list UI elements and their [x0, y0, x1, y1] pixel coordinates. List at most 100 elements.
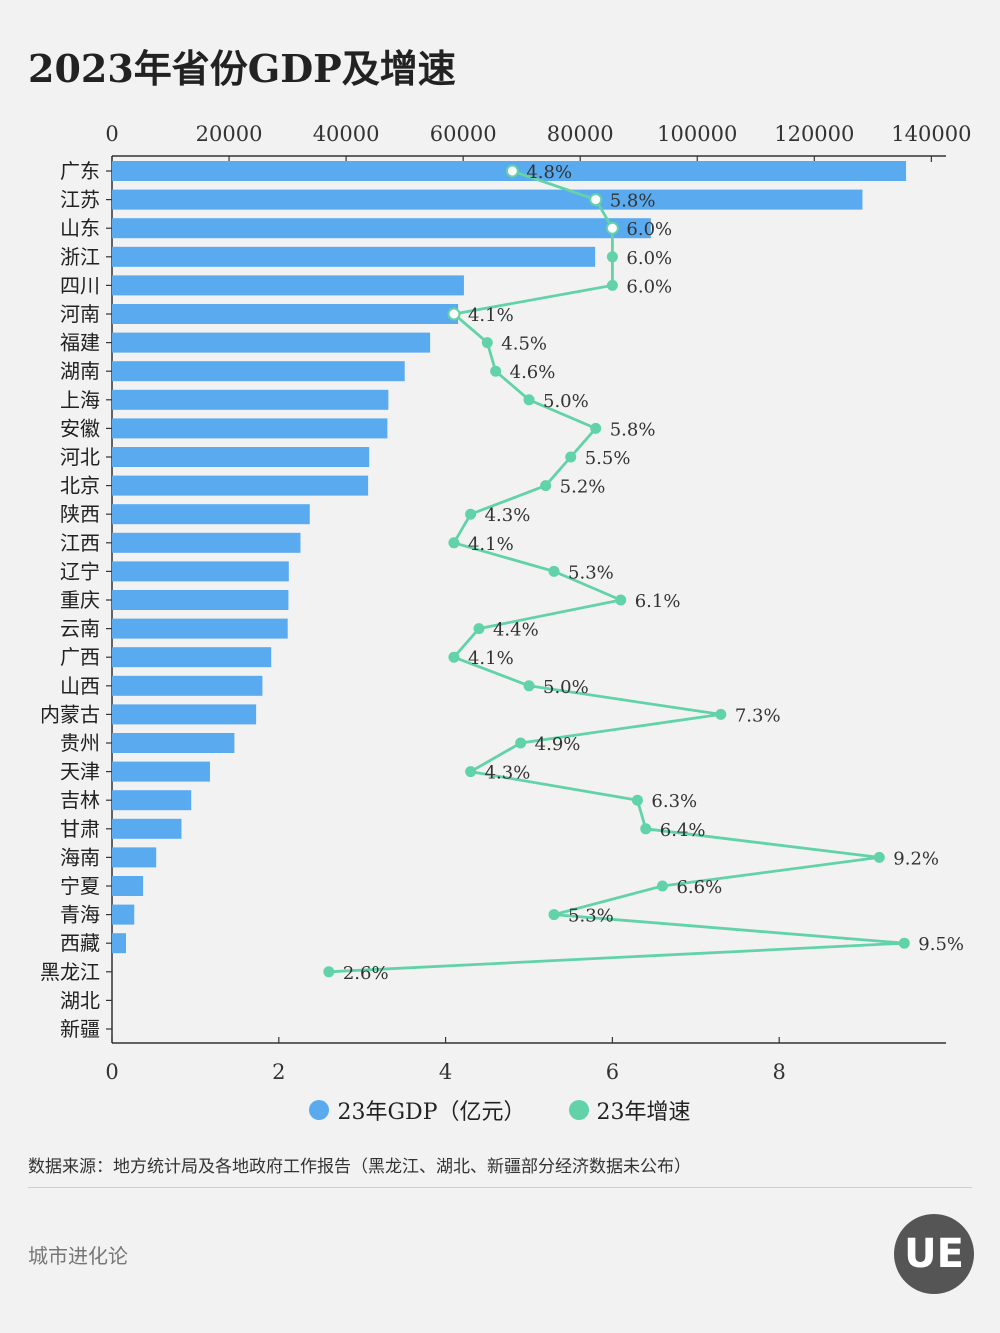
category-label: 天津 — [60, 760, 100, 784]
category-label: 辽宁 — [60, 559, 100, 583]
gdp-bar — [112, 418, 388, 439]
gdp-bar — [112, 532, 301, 553]
category-label: 浙江 — [60, 245, 100, 269]
growth-point — [481, 337, 493, 349]
growth-point — [523, 394, 535, 406]
growth-point — [606, 279, 618, 291]
growth-data-label: 5.0% — [543, 677, 589, 698]
gdp-bar — [112, 189, 863, 210]
growth-point — [447, 307, 461, 321]
category-label: 贵州 — [60, 731, 100, 755]
legend-item-gdp[interactable]: 23年GDP（亿元） — [309, 1094, 526, 1126]
growth-point — [465, 508, 477, 520]
category-label: 宁夏 — [60, 874, 100, 898]
growth-point — [656, 880, 668, 892]
top-axis-tick-label: 0 — [105, 122, 118, 146]
category-label: 河南 — [60, 302, 100, 326]
gdp-bar — [112, 561, 289, 582]
growth-data-label: 6.3% — [651, 791, 697, 812]
category-label: 江苏 — [60, 188, 100, 212]
bottom-axis-tick-label: 8 — [773, 1060, 786, 1084]
category-label: 安徽 — [60, 416, 100, 440]
growth-point — [590, 422, 602, 434]
growth-data-label: 4.1% — [468, 534, 514, 555]
growth-data-label: 5.5% — [585, 448, 631, 469]
top-axis-tick-label: 40000 — [313, 122, 380, 146]
growth-data-label: 4.5% — [501, 334, 547, 355]
top-axis-tick-label: 140000 — [891, 122, 971, 146]
top-axis-tick-label: 20000 — [196, 122, 263, 146]
category-label: 广东 — [60, 159, 100, 183]
growth-data-label: 6.0% — [626, 219, 672, 240]
growth-data-label: 4.3% — [485, 505, 531, 526]
growth-data-label: 4.1% — [468, 305, 514, 326]
growth-point — [898, 937, 910, 949]
growth-data-label: 4.4% — [493, 620, 539, 641]
category-labels: 广东江苏山东浙江四川河南福建湖南上海安徽河北北京陕西江西辽宁重庆云南广西山西内蒙… — [40, 159, 112, 1041]
source-note: 数据来源：地方统计局及各地政府工作报告（黑龙江、湖北、新疆部分经济数据未公布） — [28, 1157, 691, 1177]
growth-point — [465, 766, 477, 778]
category-label: 山东 — [60, 216, 100, 240]
brand-name: 城市进化论 — [28, 1244, 128, 1268]
growth-point — [640, 823, 652, 835]
growth-data-label: 9.5% — [918, 934, 964, 955]
legend-label-gdp: 23年GDP（亿元） — [337, 1100, 526, 1125]
growth-point — [606, 251, 618, 263]
category-label: 黑龙江 — [40, 960, 100, 984]
chart-svg: 0 20000 40000 60000 80000 100000 120000 140000 … — [40, 122, 971, 1084]
category-label: 山西 — [60, 674, 100, 698]
category-label: 湖北 — [60, 988, 100, 1012]
growth-data-label: 6.0% — [626, 248, 672, 269]
growth-data-label: 6.0% — [626, 276, 672, 297]
top-axis: 0 20000 40000 60000 80000 100000 120000 140000 — [105, 122, 971, 1043]
category-label: 新疆 — [60, 1017, 100, 1041]
gdp-bar — [112, 761, 210, 782]
divider — [28, 1187, 972, 1188]
growth-data-label: 4.8% — [526, 162, 572, 183]
top-axis-tick-label: 100000 — [657, 122, 737, 146]
gdp-bar — [112, 876, 144, 896]
growth-point — [631, 794, 643, 806]
category-label: 海南 — [60, 845, 100, 869]
growth-point — [615, 594, 627, 606]
category-label: 四川 — [60, 273, 100, 297]
growth-point — [490, 365, 502, 377]
bottom-axis-tick-label: 2 — [272, 1060, 285, 1084]
brand-logo: UE — [894, 1214, 974, 1294]
category-label: 河北 — [60, 445, 100, 469]
category-label: 内蒙古 — [40, 702, 100, 726]
growth-point — [515, 737, 527, 749]
growth-data-label: 7.3% — [735, 705, 781, 726]
growth-data-label: 2.6% — [343, 963, 389, 984]
gdp-bar — [112, 647, 272, 668]
legend-label-growth: 23年增速 — [596, 1100, 691, 1125]
growth-data-label: 5.3% — [568, 906, 614, 927]
category-label: 重庆 — [60, 588, 100, 612]
growth-data-label: 5.2% — [560, 477, 606, 498]
gdp-bar — [112, 790, 192, 811]
bottom-axis: 0 2 4 6 8 — [105, 1037, 946, 1084]
growth-data-label: 5.8% — [610, 419, 656, 440]
top-axis-tick-label: 120000 — [774, 122, 854, 146]
gdp-bar — [112, 361, 405, 382]
growth-point — [505, 164, 519, 178]
growth-data-label: 5.3% — [568, 562, 614, 583]
bottom-axis-tick-label: 4 — [439, 1060, 452, 1084]
category-label: 吉林 — [60, 788, 100, 812]
growth-point — [540, 480, 552, 492]
growth-data-label: 4.3% — [485, 763, 531, 784]
legend-item-growth[interactable]: 23年增速 — [568, 1094, 691, 1126]
growth-point — [523, 680, 535, 692]
growth-data-label: 6.1% — [635, 591, 681, 612]
category-label: 湖南 — [60, 359, 100, 383]
growth-point — [548, 565, 560, 577]
category-label: 江西 — [60, 531, 100, 555]
gdp-bar — [112, 847, 157, 868]
growth-point — [548, 909, 560, 921]
legend: 23年GDP（亿元） 23年增速 — [0, 1094, 1000, 1126]
category-label: 广西 — [60, 645, 100, 669]
growth-data-label: 6.6% — [676, 877, 722, 898]
growth-point — [873, 851, 885, 863]
chart-title: 2023年省份GDP及增速 — [28, 46, 456, 91]
top-axis-tick-label: 60000 — [430, 122, 497, 146]
